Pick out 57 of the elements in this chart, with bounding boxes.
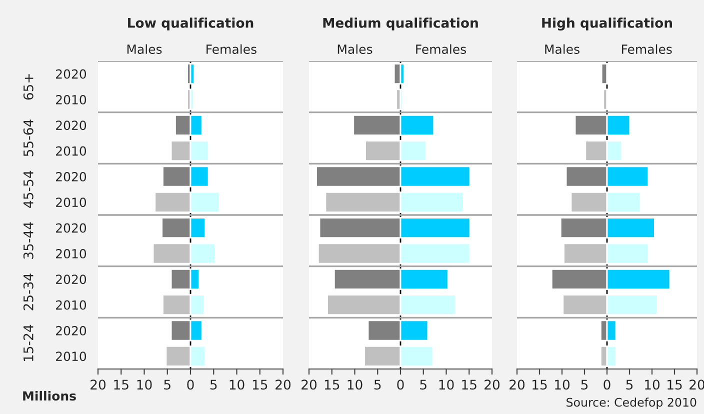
y-tick-label: 2020 [56,223,86,233]
chart-title: High qualification [542,18,672,31]
y-tick-label: 2020 [56,172,86,182]
x-tick-label: 5 [210,380,217,390]
x-tick-label: 0 [604,380,610,390]
x-tick-label: 20 [90,380,106,390]
y-tick-label: 2010 [56,352,86,362]
x-tick-label: 10 [439,380,454,390]
y-tick-label: 2010 [56,198,86,208]
text: Males [545,44,580,54]
x-tick-label: 0 [187,380,194,390]
x-tick-label: 10 [137,380,152,390]
y-tick-label: 2010 [56,300,86,310]
y-tick-label: 2020 [56,326,86,336]
text: Females [416,44,466,54]
x-tick-label: 20 [276,380,291,390]
text: 15-24 [23,324,34,362]
bar [190,88,194,110]
x-tick-label: 15 [462,380,476,390]
y-tick-label: 2020 [56,69,86,79]
x-tick-label: 20 [302,380,317,390]
text: 55-64 [23,120,34,156]
chart-title: Medium qualification [323,18,478,30]
x-tick-label: 15 [668,380,682,390]
x-axis-title: Millions [23,390,76,401]
x-tick-label: 10 [645,380,660,390]
text: 65+ [23,74,34,100]
x-tick-label: 20 [484,380,500,390]
text: Females [206,44,256,54]
x-tick-label: 10 [555,380,570,390]
x-tick-label: 5 [164,380,170,390]
y-tick-label: 2010 [56,248,86,258]
text: Females [622,44,672,54]
x-tick-label: 15 [532,380,547,390]
text: 45-54 [24,170,34,208]
text: Males [127,44,162,54]
y-tick-label: 2020 [56,274,86,284]
text: 35-44 [23,222,34,259]
text: Males [338,44,372,54]
x-tick-label: 10 [230,380,244,390]
x-tick-label: 5 [626,380,633,390]
x-tick-label: 5 [420,380,426,390]
x-tick-label: 15 [252,380,268,390]
x-tick-label: 15 [324,380,340,390]
x-tick-label: 20 [510,380,525,390]
y-tick-label: 2020 [56,120,86,130]
text: 25-34 [23,274,34,310]
x-tick-label: 0 [397,380,404,390]
source-note: Source: Cedefop 2010 [566,398,696,410]
y-tick-label: 2010 [56,94,86,104]
bar [400,88,404,110]
x-tick-label: 5 [374,380,381,390]
chart-title: Low qualification [128,18,254,30]
x-tick-label: 15 [114,380,128,390]
y-tick-label: 2010 [56,146,86,156]
x-tick-label: 5 [581,380,588,390]
x-tick-label: 10 [348,380,362,390]
